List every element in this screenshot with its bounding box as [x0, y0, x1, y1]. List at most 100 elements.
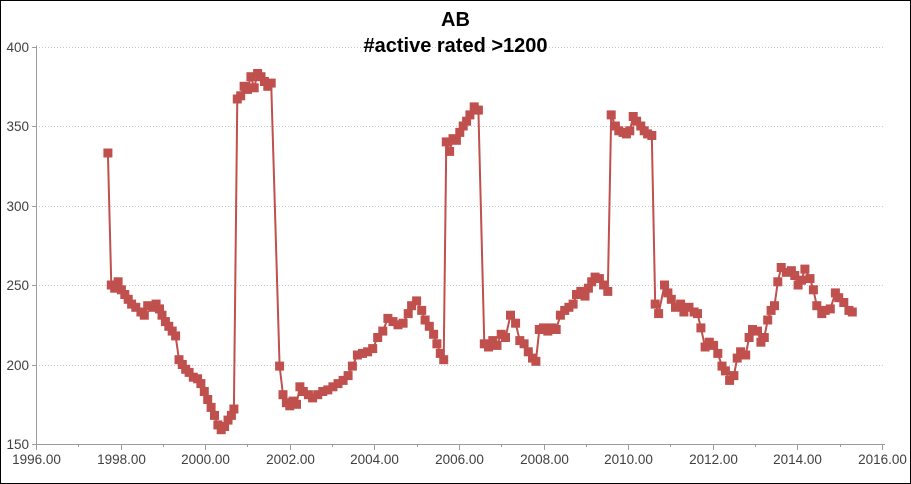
data-point-marker [603, 286, 613, 296]
data-point-marker [412, 296, 422, 306]
data-point-marker [110, 283, 120, 293]
data-point-marker [654, 309, 664, 319]
data-point-marker [236, 91, 246, 101]
data-point-marker [587, 277, 597, 287]
data-point-marker [383, 313, 393, 323]
data-point-marker [451, 135, 461, 145]
data-point-marker [744, 333, 754, 342]
data-point-marker [484, 342, 493, 352]
data-point-marker [318, 387, 328, 396]
data-point-marker [732, 353, 742, 363]
data-point-marker [725, 375, 735, 385]
data-point-marker [555, 310, 565, 320]
data-point-marker [420, 315, 430, 325]
data-point-marker [131, 302, 141, 312]
data-point-marker [776, 263, 786, 272]
data-point-marker [462, 116, 472, 126]
x-axis-label: 2008.00 [520, 452, 569, 467]
data-point-marker [308, 393, 318, 403]
data-point-marker [610, 121, 620, 131]
data-point-marker [343, 371, 353, 381]
data-point-marker [363, 347, 373, 357]
x-axis-label: 2004.00 [350, 452, 399, 467]
data-point-marker [403, 309, 413, 319]
data-point-marker [278, 390, 288, 400]
data-point-marker [243, 84, 252, 94]
data-point-marker [599, 280, 609, 290]
data-point-marker [729, 371, 739, 381]
data-point-marker [458, 121, 468, 131]
data-point-marker [157, 310, 167, 320]
data-point-marker [223, 415, 233, 425]
data-point-marker [220, 422, 230, 431]
data-point-marker [523, 347, 533, 357]
x-axis-label: 2002.00 [266, 452, 315, 467]
data-point-marker [164, 321, 174, 331]
data-point-marker [229, 404, 239, 414]
data-point-marker [790, 271, 800, 280]
data-point-marker [120, 290, 130, 299]
data-point-marker [576, 286, 586, 296]
data-point-marker [358, 348, 367, 358]
data-point-marker [812, 301, 822, 311]
data-point-marker [568, 299, 578, 309]
data-point-marker [531, 356, 541, 366]
data-point-marker [800, 264, 810, 274]
data-point-marker [700, 342, 710, 352]
data-point-marker [328, 382, 338, 392]
data-point-marker [143, 301, 153, 311]
data-point-marker [184, 367, 194, 377]
data-point-marker [298, 387, 308, 396]
data-point-marker [473, 105, 483, 115]
data-point-marker [628, 112, 638, 121]
data-point-marker [825, 304, 835, 314]
data-point-marker [511, 318, 521, 328]
data-point-marker [797, 275, 806, 285]
data-point-marker [632, 116, 642, 126]
data-point-marker [580, 291, 590, 301]
data-point-marker [492, 340, 502, 350]
y-axis-label: 150 [6, 437, 29, 452]
data-point-marker [429, 329, 439, 339]
data-point-marker [455, 127, 465, 137]
data-point-marker [206, 402, 216, 412]
data-point-marker [388, 317, 398, 327]
data-point-marker [441, 137, 451, 147]
data-point-marker [786, 266, 796, 276]
data-point-marker [709, 340, 719, 350]
data-point-marker [439, 355, 449, 365]
data-point-marker [155, 304, 164, 314]
data-point-marker [660, 280, 669, 290]
data-point-marker [445, 146, 455, 156]
data-point-marker [753, 326, 762, 336]
data-point-marker [693, 309, 702, 319]
data-point-marker [177, 360, 187, 369]
y-axis-label: 350 [6, 119, 29, 134]
data-point-marker [636, 121, 646, 131]
data-point-marker [465, 110, 475, 120]
data-point-marker [139, 310, 149, 320]
data-point-marker [763, 315, 773, 325]
data-point-marker [684, 302, 694, 312]
data-point-marker [226, 410, 236, 420]
data-point-marker [488, 336, 498, 346]
data-point-marker [606, 110, 616, 120]
data-point-marker [103, 148, 113, 158]
x-axis-label: 2010.00 [604, 452, 653, 467]
data-point-marker [834, 293, 844, 303]
data-point-marker [756, 337, 766, 347]
data-point-marker [519, 339, 529, 349]
data-point-marker [713, 348, 723, 358]
data-point-marker [793, 280, 803, 290]
data-point-marker [501, 333, 510, 342]
data-point-marker [781, 267, 791, 277]
data-point-marker [368, 344, 378, 354]
data-point-marker [650, 299, 660, 309]
data-point-marker [378, 326, 388, 336]
y-axis-label: 200 [6, 358, 29, 373]
x-axis-label: 2000.00 [181, 452, 230, 467]
data-point-marker [199, 387, 209, 396]
data-point-marker [285, 401, 295, 411]
data-point-marker [373, 333, 383, 342]
